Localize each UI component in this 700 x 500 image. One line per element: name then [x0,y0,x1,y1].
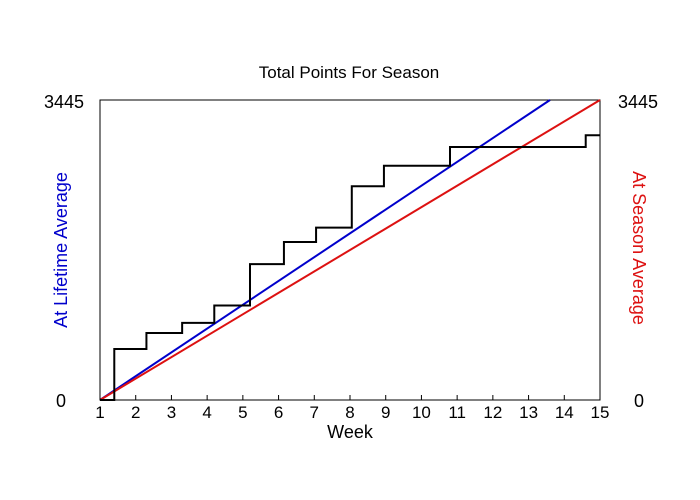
x-tick-label-14: 14 [555,403,574,422]
y-right-tick-min: 0 [634,391,644,411]
x-tick-label-12: 12 [483,403,502,422]
x-tick-label-8: 8 [345,403,354,422]
x-tick-label-11: 11 [448,403,466,422]
x-tick-label-13: 13 [519,403,538,422]
y-right-tick-max: 3445 [618,92,658,112]
x-tick-label-3: 3 [167,403,176,422]
x-tick-label-10: 10 [412,403,431,422]
y-axis-label-right: At Season Average [629,171,649,325]
series-layer [99,99,601,401]
y-left-tick-max: 3445 [44,92,84,112]
x-tick-label-1: 1 [95,403,104,422]
y-axis-label-left: At Lifetime Average [51,172,71,328]
x-tick-label-15: 15 [591,403,610,422]
x-tick-label-4: 4 [202,403,211,422]
series-line-at-season-average [99,99,601,401]
chart-title: Total Points For Season [259,63,439,82]
x-axis-label: Week [327,422,374,442]
x-tick-label-7: 7 [310,403,319,422]
x-tick-label-9: 9 [381,403,390,422]
series-line-at-lifetime-average [99,99,551,401]
x-tick-label-5: 5 [238,403,247,422]
series-line-actual-points [100,134,600,401]
x-tick-label-2: 2 [131,403,140,422]
y-left-tick-min: 0 [56,391,66,411]
x-tick-label-6: 6 [274,403,283,422]
x-axis-ticks: 1 2 3 4 5 6 7 8 9 10 11 12 13 14 15 [95,395,609,422]
